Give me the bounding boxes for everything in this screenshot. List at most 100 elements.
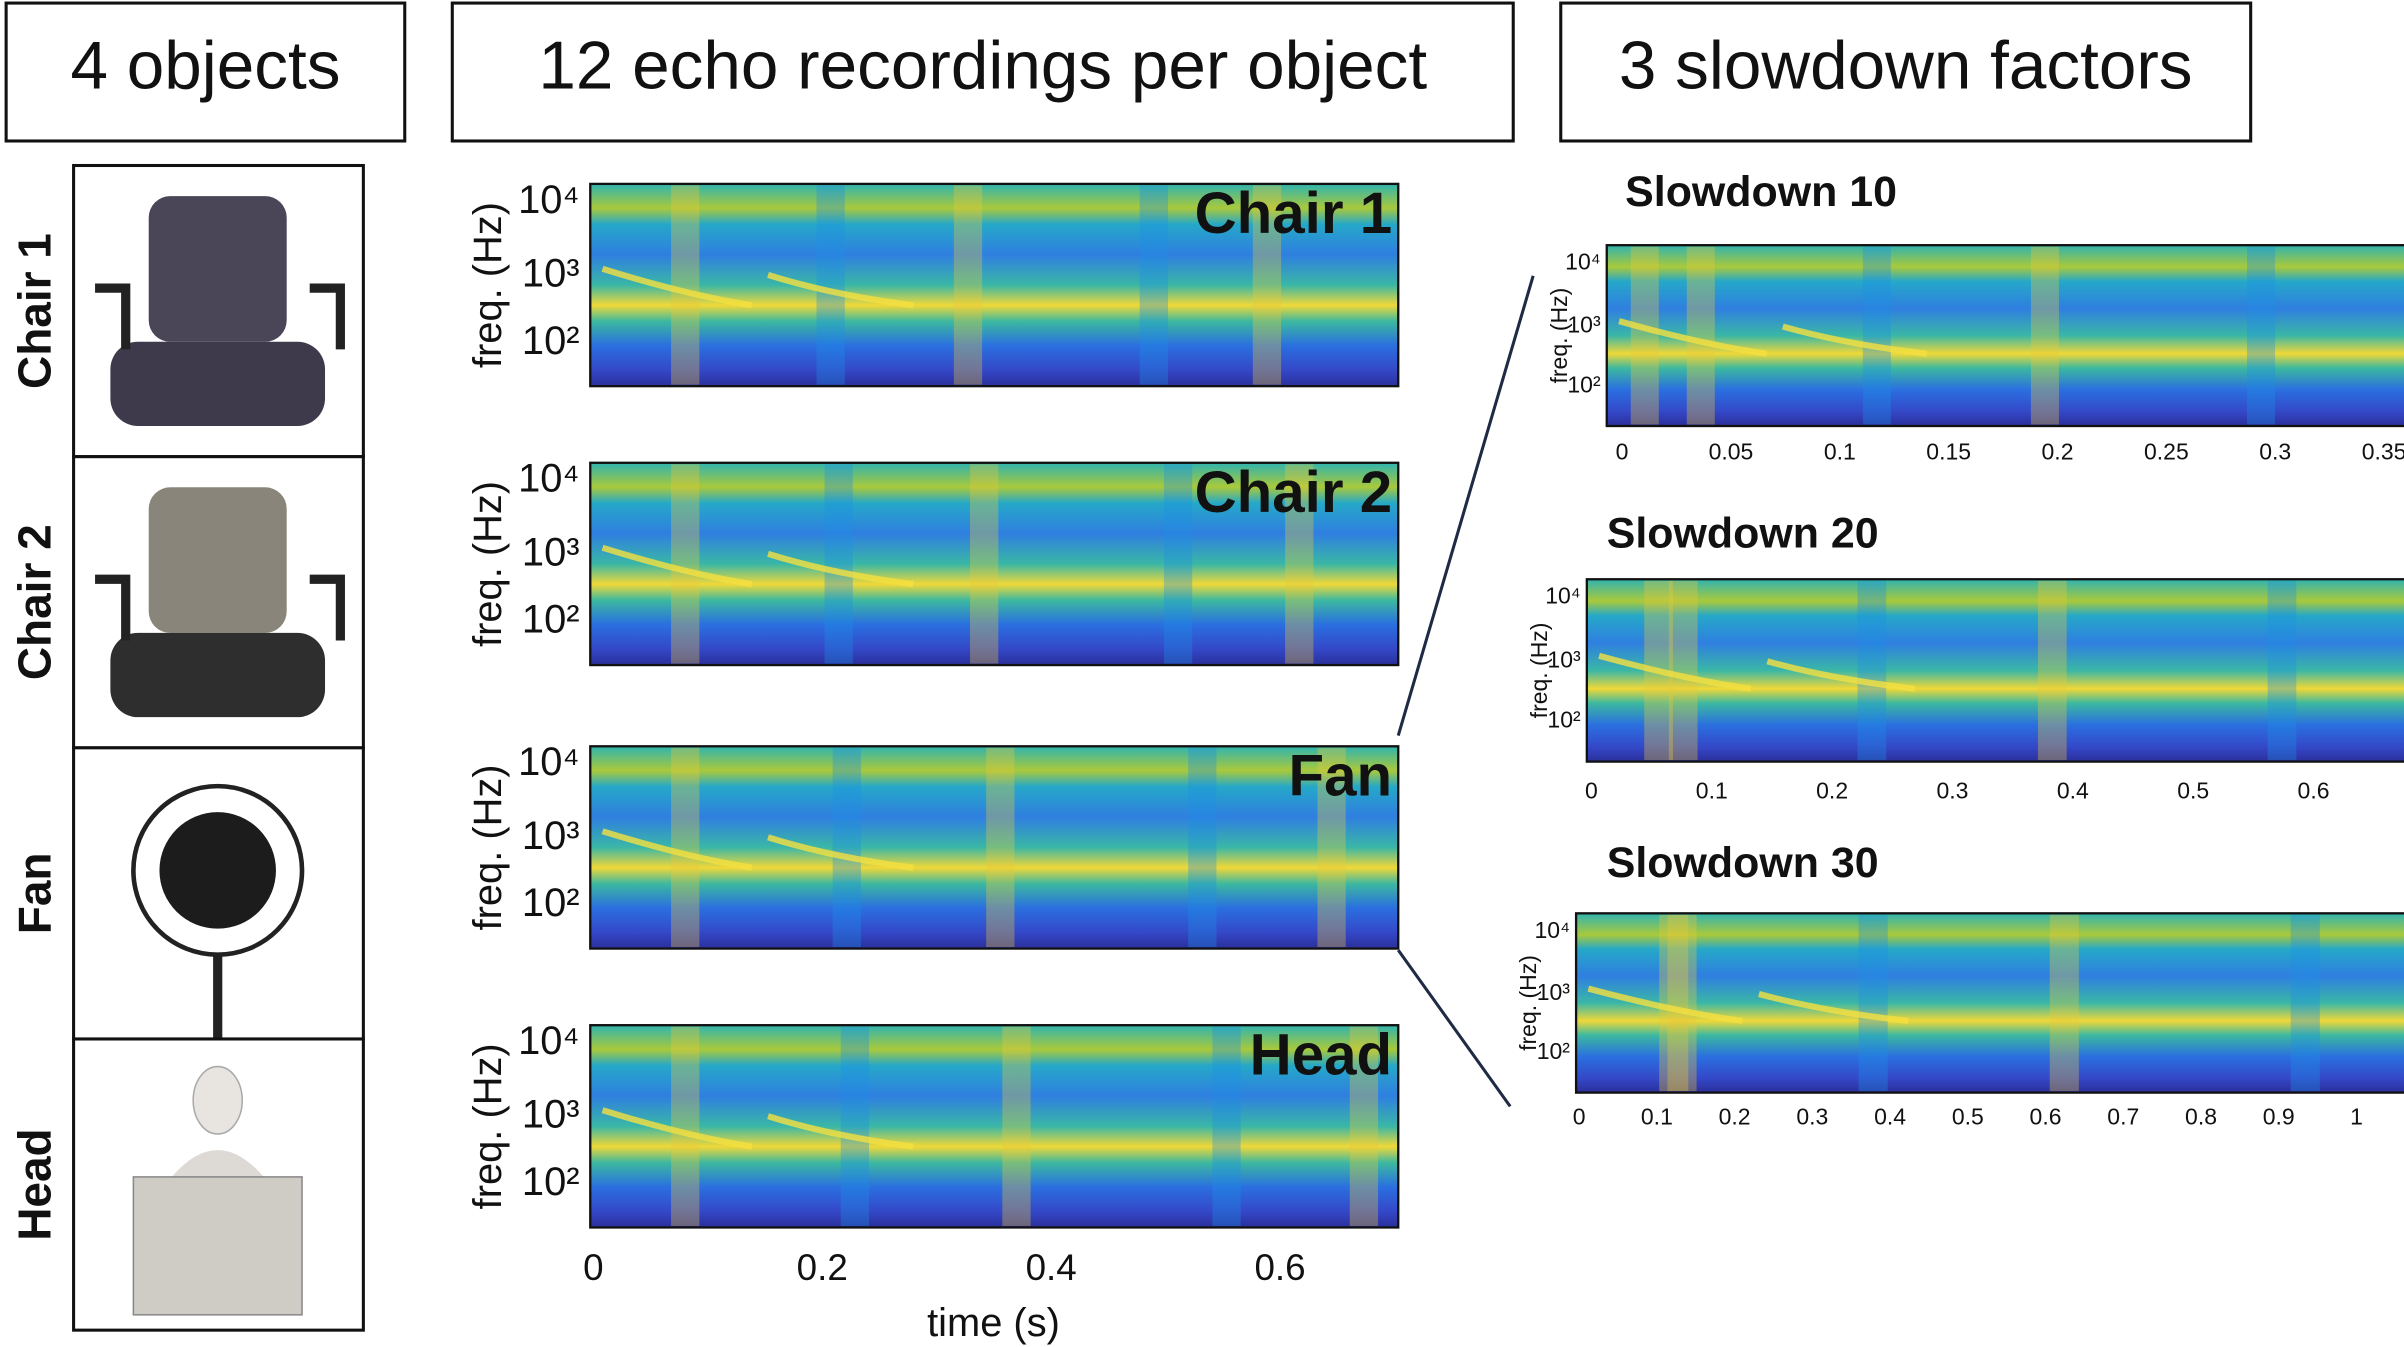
zoom-connector [1398,276,1533,1107]
spectrogram-stripe [671,748,699,947]
spectrogram-stripe [1164,464,1192,663]
x-tick-label: 0.2 [1816,777,1848,803]
x-tick-label: 0.4 [2057,777,2089,803]
spectrogram-stripe [1858,581,1887,760]
spectrogram-stripe [2291,915,2320,1091]
spectrogram-stripe [1667,915,1696,1091]
object-label: Head [8,1128,60,1240]
slowdown-title: Slowdown 20 [1607,510,1879,558]
y-tick-label: 10² [1537,1038,1571,1064]
chair-seat [110,342,325,426]
object-label: Fan [8,853,60,935]
y-tick-label: 10⁴ [1545,583,1580,609]
spectrogram-stripe [671,1027,699,1226]
y-tick-label: 10³ [522,530,580,574]
y-tick-label: 10² [522,598,580,642]
spectrogram-stripe [1859,915,1888,1091]
spectrogram [1576,913,2404,1092]
y-axis-label: freq. (Hz) [1526,623,1552,719]
spectrogram-stripe [825,464,853,663]
y-tick-label: 10² [522,881,580,925]
x-tick-label: 0.5 [2177,777,2209,803]
y-tick-label: 10⁴ [518,457,579,501]
y-tick-label: 10² [522,1160,580,1204]
y-tick-label: 10³ [522,1093,580,1137]
x-tick-label: 0.2 [1719,1104,1751,1130]
x-tick-label: 0.7 [2107,1104,2139,1130]
spectrogram [1607,245,2404,426]
spectrogram-stripe [986,748,1014,947]
y-axis-label: freq. (Hz) [466,202,510,368]
header-text: 12 echo recordings per object [538,28,1427,103]
spectrogram-stripe [1631,247,1659,425]
header-text: 3 slowdown factors [1619,28,2193,103]
spectrogram-stripe [2031,247,2059,425]
x-tick-label: 0.3 [1937,777,1969,803]
x-tick-label: 0.6 [2298,777,2330,803]
y-axis-label: freq. (Hz) [466,764,510,930]
fan-hub [159,812,276,928]
y-tick-label: 10³ [1537,979,1571,1005]
figure: 4 objects 12 echo recordings per object 3 … [0,0,2404,1347]
header-text: 4 objects [70,28,340,103]
x-tick-label: 0.3 [1796,1104,1828,1130]
spectrogram-stripe [970,464,998,663]
object-label: Chair 2 [8,524,60,680]
panel-label: Chair 2 [1195,460,1392,525]
head [193,1067,242,1134]
object-label: Chair 1 [8,233,60,389]
spectrogram-stripe [1002,1027,1030,1226]
x-tick-label: 1 [2350,1104,2363,1130]
x-tick-label: 0.05 [1709,439,1754,465]
x-tick-label: 0.3 [2259,439,2291,465]
spectrogram-stripe [2038,581,2067,760]
y-tick-label: 10⁴ [1534,917,1569,943]
spectrogram-stripe [833,748,861,947]
spectrogram-stripe [1687,247,1715,425]
spectrogram-stripe [1669,581,1698,760]
spectrogram-stripe [1140,185,1168,384]
panel-label: Head [1250,1022,1392,1087]
panel-label: Chair 1 [1195,181,1392,246]
x-tick-label: 0 [1616,439,1629,465]
slowdown-title: Slowdown 30 [1607,839,1879,887]
slowdown-title: Slowdown 10 [1625,168,1897,216]
y-tick-label: 10³ [1567,312,1601,338]
y-tick-label: 10³ [1547,646,1581,672]
spectrogram-stripe [817,185,845,384]
x-tick-label: 0.2 [2042,439,2074,465]
chair-back [149,196,287,342]
y-tick-label: 10⁴ [1565,249,1600,275]
x-tick-label: 0.8 [2185,1104,2217,1130]
content: 4 objects 12 echo recordings per object 3 … [6,3,2404,1345]
y-tick-label: 10⁴ [518,1019,579,1063]
spectrogram-stripe [2050,915,2079,1091]
y-tick-label: 10³ [522,814,580,858]
y-axis-label: freq. (Hz) [466,1043,510,1209]
spectrogram-stripe [1188,748,1216,947]
x-tick-label: 0.6 [1254,1247,1305,1288]
x-tick-label: 0.25 [2144,439,2189,465]
x-tick-label: 0.4 [1026,1247,1077,1288]
x-tick-label: 0.5 [1952,1104,1984,1130]
x-tick-label: 0 [1573,1104,1586,1130]
x-tick-label: 0.6 [2030,1104,2062,1130]
y-tick-label: 10⁴ [518,740,579,784]
page: 4 objects 12 echo recordings per object 3 … [0,0,2404,1347]
y-axis-label: freq. (Hz) [1546,288,1572,384]
x-tick-label: 0.1 [1824,439,1856,465]
spectrogram-stripe [2247,247,2275,425]
x-tick-label: 0.1 [1696,777,1728,803]
x-tick-label: 0.1 [1641,1104,1673,1130]
y-tick-label: 10² [522,319,580,363]
chair-seat [110,633,325,717]
x-tick-label: 0.4 [1874,1104,1906,1130]
y-axis-label: freq. (Hz) [1515,955,1541,1051]
x-tick-label: 0 [583,1247,603,1288]
x-tick-label: 0.9 [2263,1104,2295,1130]
x-tick-label: 0 [1585,777,1598,803]
spectrogram-stripe [1212,1027,1240,1226]
spectrogram-stripe [841,1027,869,1226]
x-axis-label: time (s) [927,1301,1060,1345]
spectrogram-stripe [2268,581,2297,760]
